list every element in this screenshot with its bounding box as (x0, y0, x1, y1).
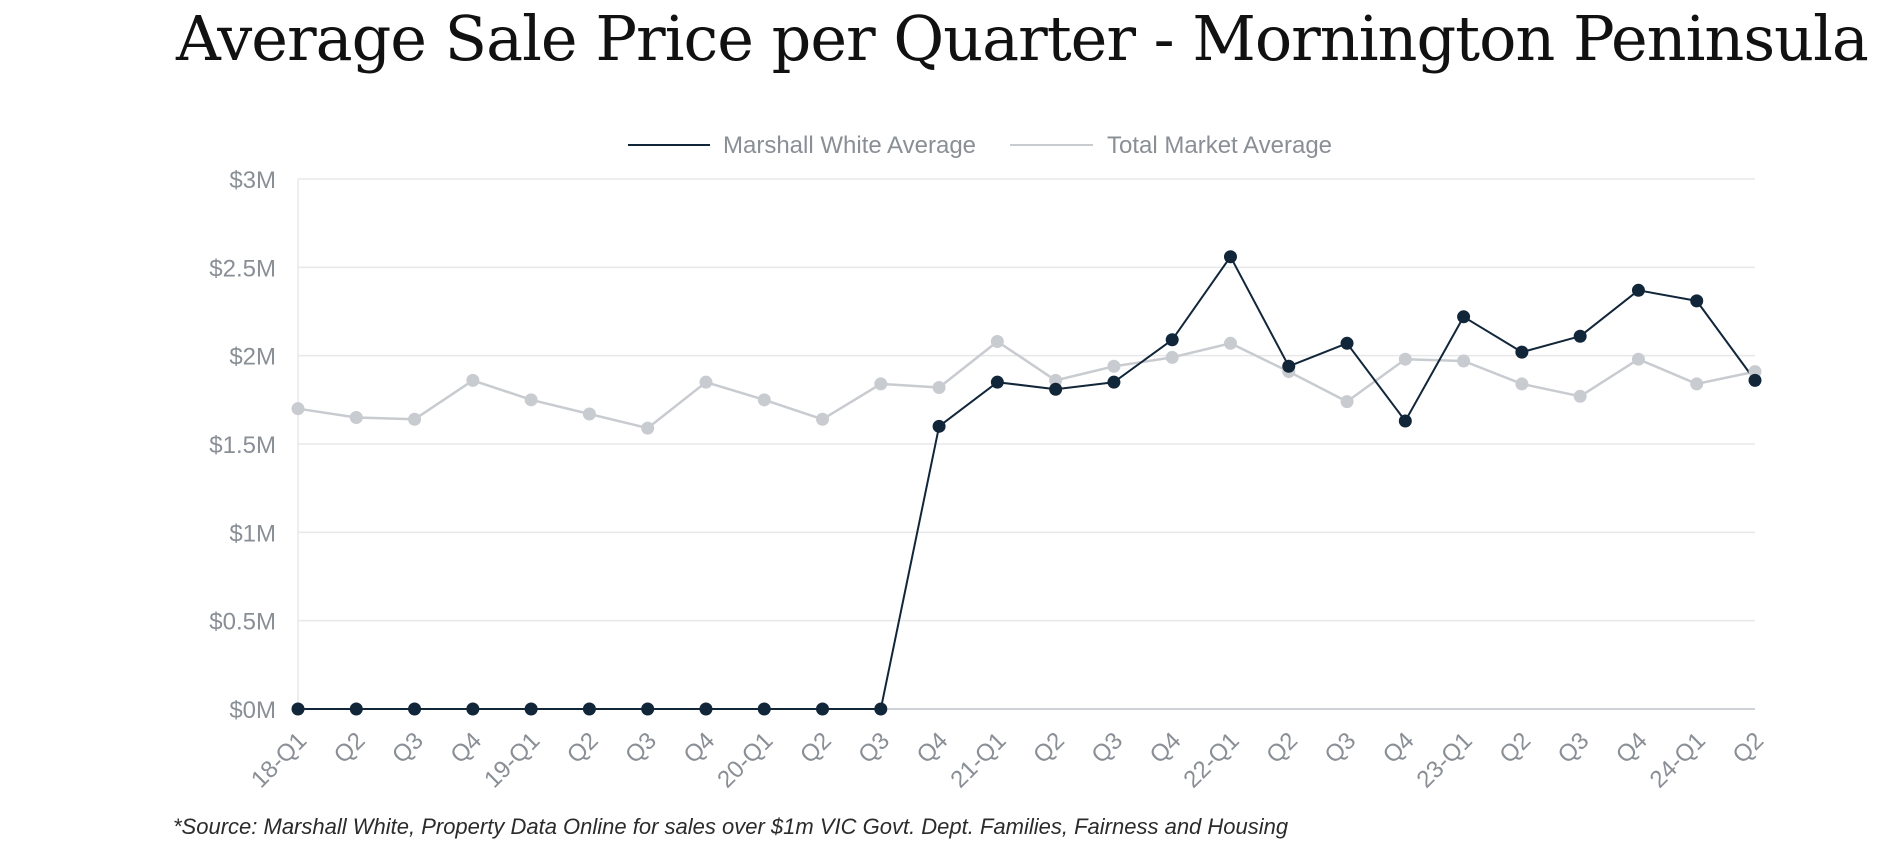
data-point-marshall-white-average (1631, 283, 1645, 297)
data-point-marshall-white-average (1223, 250, 1237, 264)
y-tick-label: $3M (229, 167, 276, 194)
data-point-total-market-average (699, 375, 713, 389)
x-tick-label: 24-Q1 (1645, 727, 1711, 793)
data-point-marshall-white-average (349, 702, 363, 716)
data-point-marshall-white-average (1398, 414, 1412, 428)
data-point-total-market-average (408, 412, 422, 426)
data-point-marshall-white-average (1748, 373, 1762, 387)
x-tick-label: Q2 (1494, 727, 1536, 769)
data-point-total-market-average (1340, 395, 1354, 409)
data-point-total-market-average (524, 393, 538, 407)
x-tick-label: Q3 (1553, 727, 1595, 769)
data-point-marshall-white-average (582, 702, 596, 716)
data-point-total-market-average (1631, 352, 1645, 366)
x-tick-label: Q3 (1320, 727, 1362, 769)
x-tick-label: Q3 (853, 727, 895, 769)
data-point-total-market-average (757, 393, 771, 407)
data-point-total-market-average (816, 412, 830, 426)
x-tick-label: Q2 (795, 727, 837, 769)
page-title: Average Sale Price per Quarter - Morning… (176, 2, 1869, 75)
data-point-marshall-white-average (874, 702, 888, 716)
series-line-total-market-average (297, 340, 1756, 430)
x-tick-label: Q2 (1261, 727, 1303, 769)
data-point-total-market-average (641, 421, 655, 435)
data-point-marshall-white-average (932, 419, 946, 433)
x-tick-label: Q4 (1611, 727, 1653, 769)
data-point-total-market-average (990, 335, 1004, 349)
data-point-marshall-white-average (1515, 345, 1529, 359)
y-axis-ticks: $0M $0.5M $1M $1.5M $2M $2.5M $3M (209, 167, 276, 724)
x-tick-label: Q4 (1378, 727, 1420, 769)
data-point-total-market-average (1457, 354, 1471, 368)
x-tick-label: 23-Q1 (1412, 727, 1478, 793)
data-point-marshall-white-average (1165, 333, 1179, 347)
data-point-total-market-average (1107, 359, 1121, 373)
data-point-total-market-average (291, 402, 305, 416)
gridlines (297, 178, 1755, 710)
y-tick-label: $2M (229, 344, 276, 371)
legend-label-marshall-white: Marshall White Average (723, 132, 976, 159)
x-tick-label: Q2 (1728, 727, 1770, 769)
data-point-total-market-average (874, 377, 888, 391)
legend-label-total-market: Total Market Average (1107, 132, 1332, 159)
data-point-total-market-average (582, 407, 596, 421)
data-point-marshall-white-average (1107, 375, 1121, 389)
x-tick-label: 22-Q1 (1178, 727, 1244, 793)
data-point-total-market-average (1690, 377, 1704, 391)
x-tick-label: Q3 (1086, 727, 1128, 769)
x-tick-label: 18-Q1 (246, 727, 312, 793)
source-note: *Source: Marshall White, Property Data O… (173, 814, 1289, 839)
x-tick-label: Q4 (678, 727, 720, 769)
data-point-total-market-average (466, 373, 480, 387)
data-point-marshall-white-average (408, 702, 422, 716)
data-point-total-market-average (1515, 377, 1529, 391)
y-tick-label: $2.5M (209, 255, 276, 282)
x-tick-label: Q4 (1145, 727, 1187, 769)
legend: Marshall White Average Total Market Aver… (628, 132, 1332, 159)
data-point-marshall-white-average (291, 702, 305, 716)
data-point-total-market-average (1165, 350, 1179, 364)
x-tick-label: Q3 (387, 727, 429, 769)
data-point-marshall-white-average (699, 702, 713, 716)
x-tick-label: Q4 (445, 727, 487, 769)
x-tick-label: Q4 (912, 727, 954, 769)
series-points (291, 250, 1762, 716)
data-point-total-market-average (932, 380, 946, 394)
data-point-marshall-white-average (1049, 382, 1063, 396)
y-tick-label: $0M (229, 697, 276, 724)
x-tick-label: 21-Q1 (945, 727, 1011, 793)
data-point-marshall-white-average (641, 702, 655, 716)
data-point-marshall-white-average (1282, 359, 1296, 373)
data-point-total-market-average (1223, 336, 1237, 350)
series-line-marshall-white-average (298, 255, 1756, 710)
data-point-marshall-white-average (990, 375, 1004, 389)
y-tick-label: $1M (229, 520, 276, 547)
x-tick-label: Q2 (1028, 727, 1070, 769)
x-tick-label: 19-Q1 (479, 727, 545, 793)
y-tick-label: $0.5M (209, 609, 276, 636)
data-point-marshall-white-average (524, 702, 538, 716)
data-point-marshall-white-average (1340, 336, 1354, 350)
data-point-marshall-white-average (757, 702, 771, 716)
data-point-total-market-average (349, 411, 363, 424)
x-tick-label: Q2 (562, 727, 604, 769)
data-point-marshall-white-average (466, 702, 480, 716)
x-tick-label: Q2 (329, 727, 371, 769)
data-point-marshall-white-average (1457, 310, 1471, 324)
x-tick-label: Q3 (620, 727, 662, 769)
data-point-marshall-white-average (816, 702, 830, 716)
y-tick-label: $1.5M (209, 432, 276, 459)
series-lines (297, 255, 1756, 710)
x-tick-label: 20-Q1 (712, 727, 778, 793)
data-point-total-market-average (1398, 352, 1412, 366)
data-point-marshall-white-average (1573, 329, 1587, 343)
data-point-marshall-white-average (1690, 294, 1704, 308)
data-point-total-market-average (1573, 389, 1587, 403)
